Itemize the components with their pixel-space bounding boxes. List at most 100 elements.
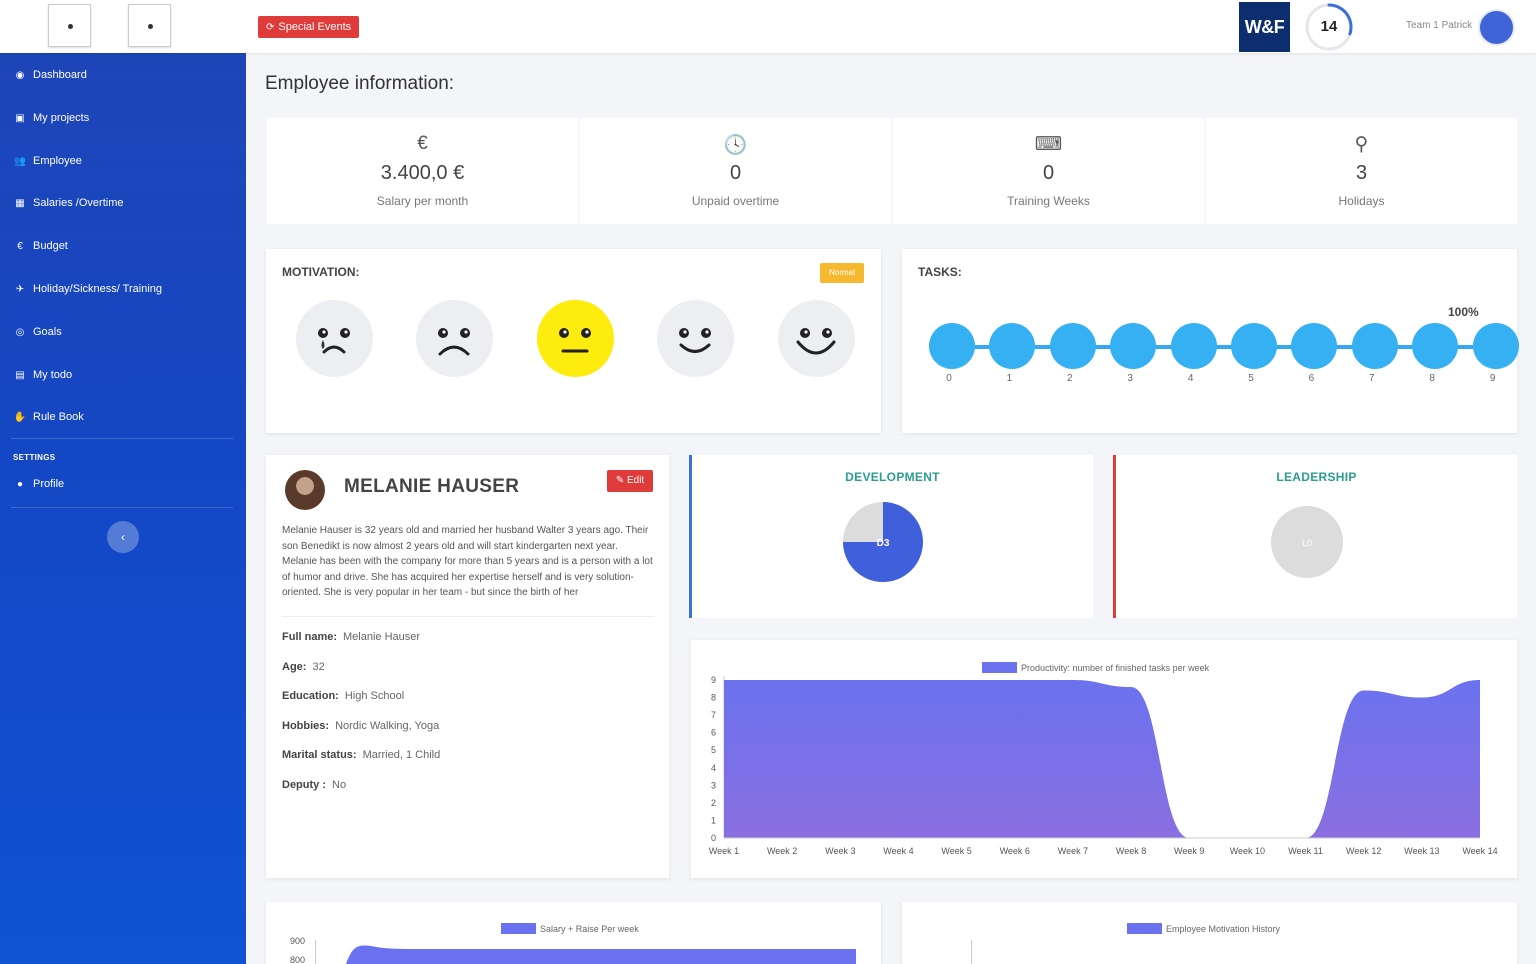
salary-chart-area <box>346 945 856 964</box>
user-avatar[interactable] <box>1478 9 1515 46</box>
task-step[interactable] <box>1049 323 1096 369</box>
sidebar-divider <box>11 507 233 508</box>
productivity-point[interactable] <box>1071 678 1075 682</box>
user-icon: ● <box>16 478 24 490</box>
tasks-progress-line <box>950 345 1500 349</box>
task-step[interactable] <box>989 323 1036 369</box>
edit-profile-button[interactable]: ✎ Edit <box>607 470 653 492</box>
productivity-point[interactable] <box>1478 678 1482 682</box>
sidebar-item-dashboard[interactable]: ◉ Dashboard <box>13 65 87 85</box>
sidebar-item-goals[interactable]: ◎ Goals <box>13 322 62 342</box>
neutral-face-icon[interactable] <box>537 300 614 377</box>
euro-icon: € <box>417 133 428 154</box>
user-label[interactable]: Team 1 Patrick <box>1406 20 1473 31</box>
productivity-point[interactable] <box>1420 696 1424 700</box>
task-step-label: 7 <box>1369 373 1375 384</box>
productivity-ytick: 4 <box>711 763 716 773</box>
clock-icon: 🕓 <box>723 135 748 156</box>
users-icon: 👥 <box>13 155 27 167</box>
leadership-card: LEADERSHIP L0 <box>1113 455 1517 618</box>
task-step[interactable] <box>1231 323 1277 369</box>
spinner-icon: ⟳ <box>266 22 275 33</box>
happy-face-icon[interactable] <box>657 300 734 377</box>
productivity-point[interactable] <box>1362 689 1366 693</box>
sidebar-item-rule-book[interactable]: ✋ Rule Book <box>13 411 84 423</box>
company-logo: W&F <box>1239 2 1290 52</box>
productivity-series-area[interactable] <box>724 680 1480 838</box>
task-step[interactable] <box>1472 323 1519 369</box>
leadership-title: LEADERSHIP <box>1276 470 1357 484</box>
profile-field: Age: 32 <box>282 661 325 673</box>
very-happy-face-icon[interactable] <box>778 300 855 377</box>
profile-field-value: High School <box>344 690 405 703</box>
task-step[interactable] <box>1351 323 1398 369</box>
task-step-label: 9 <box>1489 373 1496 384</box>
task-step[interactable] <box>1170 323 1217 369</box>
sidebar-item-my-projects[interactable]: ▣ My projects <box>13 108 89 128</box>
productivity-ytick: 2 <box>711 798 716 808</box>
task-step[interactable] <box>1291 323 1338 369</box>
development-title: DEVELOPMENT <box>845 470 940 484</box>
dashboard-icon: ◉ <box>15 69 25 81</box>
salary-y-axis <box>315 940 316 964</box>
stat-label: Salary per month <box>376 194 469 208</box>
legend-swatch <box>1127 923 1162 934</box>
salary-ytick: 800 <box>290 955 306 964</box>
sad-face-icon[interactable] <box>416 300 493 377</box>
special-events-button[interactable]: ⟳ Special Events <box>258 16 360 38</box>
task-step[interactable] <box>929 323 975 369</box>
profile-field: Marital status: Married, 1 Child <box>282 749 440 761</box>
binoculars-icon: ⚲ <box>1354 134 1369 155</box>
motivation-history-legend[interactable]: Employee Motivation History <box>1127 923 1280 934</box>
productivity-point[interactable] <box>1013 678 1017 682</box>
employee-bio: Melanie Hauser is 32 years old and marri… <box>282 525 653 599</box>
sidebar-item-my-todo[interactable]: ▤ My todo <box>13 365 72 385</box>
productivity-point[interactable] <box>780 678 784 682</box>
very-sad-face-icon[interactable] <box>296 300 373 377</box>
task-step-label: 1 <box>1006 373 1013 384</box>
legend-swatch <box>982 662 1017 673</box>
profile-field: Education: High School <box>282 690 404 702</box>
toolbar-square-button-2[interactable] <box>128 4 171 47</box>
productivity-ytick: 3 <box>711 780 716 790</box>
badge-number: 14 <box>1320 18 1338 35</box>
sidebar-item-profile[interactable]: ● Profile <box>13 474 64 494</box>
productivity-point[interactable] <box>896 678 900 682</box>
productivity-point[interactable] <box>722 678 726 682</box>
profile-divider <box>282 616 654 617</box>
productivity-legend[interactable]: Productivity: number of finished tasks p… <box>982 662 1209 673</box>
profile-field-label: Full name: <box>282 631 338 643</box>
progress-ring <box>1305 3 1353 51</box>
profile-field: Deputy : No <box>282 779 346 791</box>
profile-field-label: Deputy : <box>282 779 326 791</box>
productivity-xtick: Week 13 <box>1404 846 1439 856</box>
sidebar-collapse-button[interactable]: ‹ <box>107 521 139 553</box>
week-progress-badge: 14 <box>1304 2 1354 52</box>
tasks-percent: 100% <box>1448 305 1479 319</box>
calendar-icon: ▤ <box>15 369 25 381</box>
productivity-xtick: Week 4 <box>883 846 913 856</box>
productivity-ytick: 0 <box>711 833 716 843</box>
development-card: DEVELOPMENT D3 <box>689 455 1093 618</box>
task-step-label: 6 <box>1308 373 1315 384</box>
sidebar-item-employee[interactable]: 👥 Employee <box>13 155 82 167</box>
euro-icon: € <box>17 240 23 252</box>
sidebar-item-holiday-sickness-training[interactable]: ✈ Holiday/Sickness/ Training <box>13 279 162 299</box>
sidebar-item-budget[interactable]: € Budget <box>13 236 68 256</box>
task-step-label: 3 <box>1127 373 1133 384</box>
sidebar-item-salaries-overtime[interactable]: ▦ Salaries /Overtime <box>13 193 123 213</box>
toolbar-square-button-1[interactable] <box>48 4 91 47</box>
task-step[interactable] <box>1110 323 1157 369</box>
salary-legend[interactable]: Salary + Raise Per week <box>501 923 639 934</box>
stat-value: 3.400,0 € <box>380 162 465 184</box>
salary-ytick: 900 <box>290 936 306 946</box>
teacher-icon: ⌨ <box>1034 134 1063 155</box>
productivity-point[interactable] <box>955 678 959 682</box>
stat-card: €3.400,0 € Salary per month <box>267 118 578 224</box>
productivity-point[interactable] <box>1129 685 1133 689</box>
productivity-point[interactable] <box>838 678 842 682</box>
task-step-label: 8 <box>1429 373 1435 384</box>
task-step[interactable] <box>1412 323 1459 369</box>
briefcase-icon: ▣ <box>15 112 25 124</box>
table-icon: ▦ <box>15 197 25 209</box>
